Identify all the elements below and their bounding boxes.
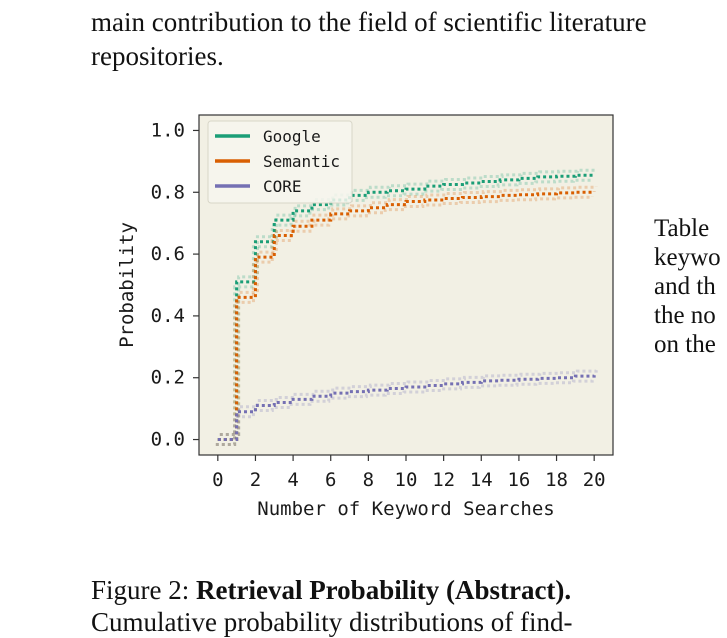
series-line-semantic bbox=[217, 190, 596, 442]
series-band-google bbox=[215, 178, 594, 447]
series-layer bbox=[215, 168, 598, 447]
caption-line-2: Cumulative probability distributions of … bbox=[91, 607, 573, 637]
x-tick-label: 10 bbox=[395, 469, 418, 491]
x-tick-label: 6 bbox=[325, 469, 336, 491]
series-band-core bbox=[215, 379, 594, 447]
x-tick-label: 4 bbox=[287, 469, 298, 491]
chart-legend: Google Semantic CORE bbox=[207, 120, 353, 204]
x-tick-label: 18 bbox=[545, 469, 568, 491]
caption-title: Retrieval Probability (Abstract). bbox=[196, 575, 572, 605]
y-tick-label: 0.2 bbox=[151, 367, 185, 389]
side-text-line-2: keywo bbox=[654, 244, 721, 271]
legend-label-semantic: Semantic bbox=[263, 152, 340, 171]
x-tick-label: 2 bbox=[250, 469, 261, 491]
caption-prefix: Figure 2: bbox=[91, 575, 196, 605]
y-tick-label: 0.4 bbox=[151, 305, 185, 327]
side-text-line-3: and th bbox=[654, 273, 716, 300]
x-tick-label: 16 bbox=[507, 469, 530, 491]
body-text-line-2: repositories. bbox=[91, 41, 224, 71]
y-tick-label: 0.8 bbox=[151, 181, 185, 203]
series-band-semantic bbox=[215, 195, 594, 447]
x-tick-label: 0 bbox=[212, 469, 223, 491]
x-tick-label: 12 bbox=[432, 469, 455, 491]
series-line-google bbox=[217, 173, 596, 442]
series-band-semantic bbox=[219, 185, 598, 437]
side-text-line-1: Table bbox=[654, 215, 710, 242]
y-tick-label: 0.6 bbox=[151, 243, 185, 265]
body-text-line-1: main contribution to the field of scient… bbox=[91, 7, 647, 37]
retrieval-probability-chart: 0 2 4 6 8 10 12 14 16 18 20 0.0 0.2 0.4 0.6 0.8 1.0 Goog… bbox=[116, 114, 614, 520]
series-band-google bbox=[219, 168, 598, 437]
side-text-line-4: the no bbox=[654, 302, 716, 329]
axis-ticks: 0 2 4 6 8 10 12 14 16 18 20 0.0 0.2 0.4 0.6 0.8 1.0 bbox=[151, 119, 606, 491]
series-band-core bbox=[219, 369, 598, 437]
legend-label-google: Google bbox=[263, 127, 321, 146]
y-tick-label: 0.0 bbox=[151, 429, 185, 451]
x-tick-label: 14 bbox=[470, 469, 493, 491]
x-axis-label: Number of Keyword Searches bbox=[257, 498, 554, 520]
y-tick-label: 1.0 bbox=[151, 119, 185, 141]
legend-box bbox=[207, 120, 353, 204]
legend-label-core: CORE bbox=[263, 177, 302, 196]
x-tick-label: 20 bbox=[583, 469, 606, 491]
series-line-core bbox=[217, 374, 596, 442]
y-axis-label: Probability bbox=[116, 222, 138, 348]
x-tick-label: 8 bbox=[363, 469, 374, 491]
figure-caption: Figure 2: Retrieval Probability (Abstrac… bbox=[91, 574, 571, 606]
side-text-line-5: on the bbox=[654, 331, 716, 358]
